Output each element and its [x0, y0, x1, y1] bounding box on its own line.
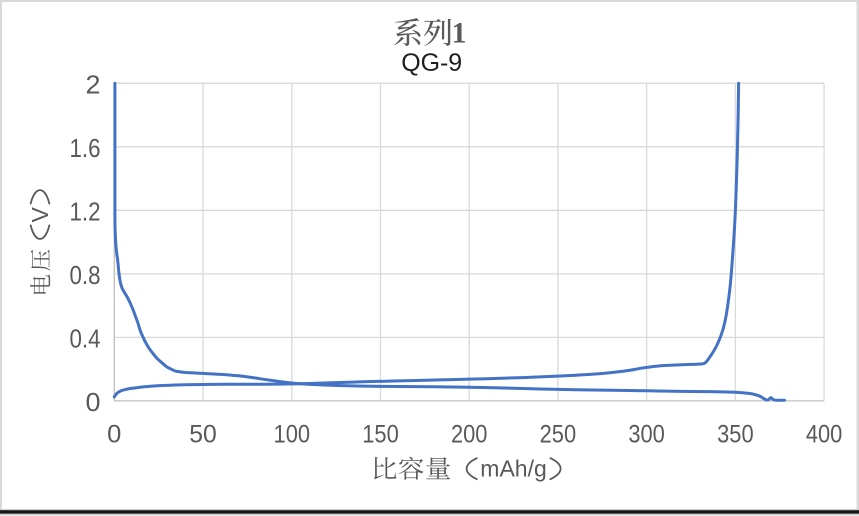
svg-text:100: 100	[274, 420, 311, 448]
svg-text:1: 1	[452, 17, 467, 50]
svg-text:V: V	[27, 207, 53, 223]
svg-text:2: 2	[86, 69, 101, 99]
svg-text:0: 0	[107, 420, 121, 448]
svg-text:150: 150	[362, 420, 399, 448]
svg-text:1.6: 1.6	[70, 133, 101, 163]
svg-text:0.4: 0.4	[70, 323, 101, 353]
svg-text:0.8: 0.8	[70, 260, 101, 290]
svg-text:250: 250	[540, 420, 577, 448]
svg-text:200: 200	[451, 420, 488, 448]
svg-text:QG-9: QG-9	[401, 49, 462, 77]
svg-text:0: 0	[86, 387, 101, 417]
svg-text:350: 350	[717, 420, 754, 448]
svg-text:300: 300	[628, 420, 665, 448]
svg-text:1.2: 1.2	[70, 196, 101, 226]
svg-text:50: 50	[189, 420, 217, 448]
svg-text:mAh/g: mAh/g	[480, 456, 546, 482]
svg-text:400: 400	[806, 420, 843, 448]
